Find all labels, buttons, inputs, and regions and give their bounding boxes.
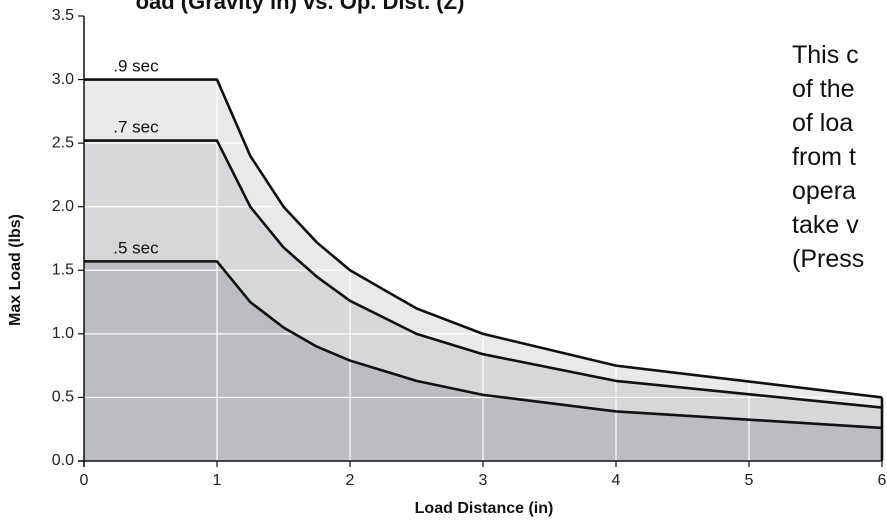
series-area (84, 261, 882, 461)
y-tick-label: 1.0 (52, 325, 74, 342)
description-line: This c (792, 41, 859, 69)
y-tick-label: 3.0 (52, 71, 74, 88)
series-label: .9 sec (113, 57, 159, 76)
plot-area: .9 sec .7 sec .5 sec 0.0 0.5 1.0 1.5 2.0 2.5 3.0 3… (52, 7, 887, 489)
x-tick-label: 6 (878, 472, 887, 489)
description-text: This c of the of loa from t opera take v… (792, 38, 887, 276)
y-tick-label: 3.5 (52, 7, 74, 24)
y-axis-title: Max Load (lbs) (7, 214, 24, 326)
description-line: of the (792, 75, 855, 103)
y-tick-label: 2.5 (52, 134, 74, 151)
series-label: .7 sec (113, 118, 159, 137)
series-label: .5 sec (113, 238, 159, 257)
x-tick-label: 4 (612, 472, 621, 489)
series-line (84, 78, 883, 399)
chart-title: oad (Gravity in) vs. Op. Dist. (Z) (136, 0, 465, 14)
series-line (84, 139, 883, 409)
x-tick-label: 3 (479, 472, 488, 489)
description-line: from t (792, 143, 856, 171)
series-line (84, 260, 883, 430)
y-tick-label: 0.5 (52, 389, 74, 406)
y-tick-label: 1.5 (52, 262, 74, 279)
x-axis-title: Load Distance (in) (415, 500, 554, 517)
description-line: of loa (792, 109, 854, 137)
x-tick-label: 1 (213, 472, 222, 489)
description-line: take v (792, 211, 859, 239)
x-tick-label: 5 (745, 472, 754, 489)
description-line: (Press (792, 245, 865, 273)
y-tick-label: 0.0 (52, 452, 74, 469)
x-tick-label: 2 (346, 472, 355, 489)
y-tick-label: 2.0 (52, 198, 74, 215)
x-tick-label: 0 (80, 472, 89, 489)
description-line: opera (792, 177, 856, 205)
